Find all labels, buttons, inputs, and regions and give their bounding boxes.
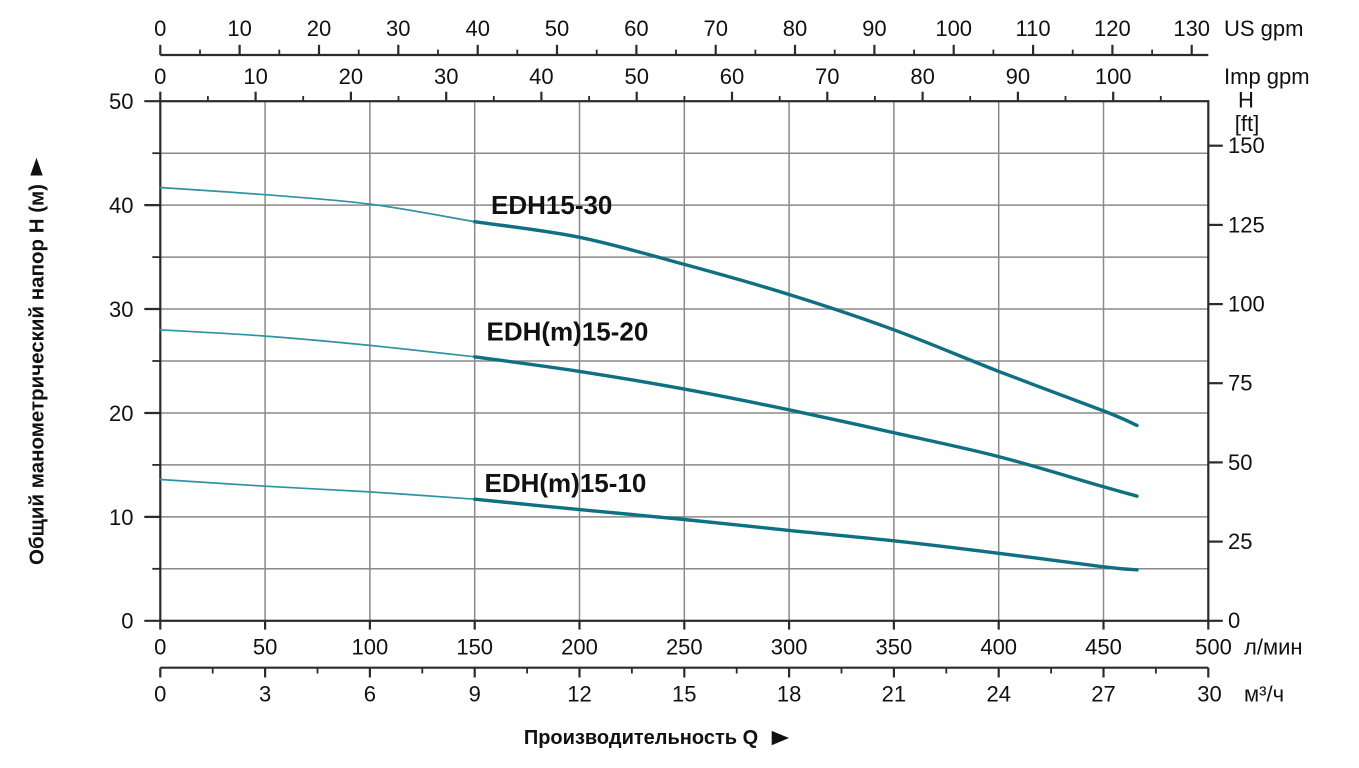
svg-text:20: 20 (339, 64, 363, 89)
svg-text:21: 21 (882, 682, 906, 707)
svg-text:20: 20 (109, 401, 133, 426)
svg-text:H: H (1238, 88, 1254, 113)
svg-text:30: 30 (386, 16, 410, 41)
svg-text:120: 120 (1094, 16, 1131, 41)
svg-text:0: 0 (154, 682, 166, 707)
svg-text:30: 30 (434, 64, 458, 89)
svg-text:0: 0 (154, 16, 166, 41)
svg-text:27: 27 (1091, 682, 1115, 707)
svg-text:60: 60 (624, 16, 648, 41)
svg-text:6: 6 (364, 682, 376, 707)
svg-text:20: 20 (307, 16, 331, 41)
svg-text:40: 40 (109, 193, 133, 218)
svg-text:125: 125 (1228, 212, 1265, 237)
svg-text:350: 350 (876, 634, 913, 659)
svg-text:130: 130 (1173, 16, 1210, 41)
svg-text:25: 25 (1228, 529, 1252, 554)
svg-text:70: 70 (703, 16, 727, 41)
svg-text:EDH(m)15-10: EDH(m)15-10 (485, 468, 647, 498)
svg-text:10: 10 (243, 64, 267, 89)
svg-text:л/мин: л/мин (1244, 634, 1303, 659)
svg-text:150: 150 (456, 634, 493, 659)
svg-text:12: 12 (567, 682, 591, 707)
svg-text:EDH(m)15-20: EDH(m)15-20 (487, 317, 649, 347)
svg-text:24: 24 (986, 682, 1010, 707)
svg-text:90: 90 (1006, 64, 1030, 89)
svg-text:30: 30 (109, 297, 133, 322)
svg-text:0: 0 (121, 609, 133, 634)
svg-text:400: 400 (980, 634, 1017, 659)
svg-text:[ft]: [ft] (1235, 111, 1259, 136)
svg-text:100: 100 (1228, 292, 1265, 317)
svg-text:100: 100 (935, 16, 972, 41)
svg-text:15: 15 (672, 682, 696, 707)
svg-text:450: 450 (1085, 634, 1122, 659)
svg-text:40: 40 (529, 64, 553, 89)
svg-text:70: 70 (815, 64, 839, 89)
svg-text:100: 100 (352, 634, 389, 659)
svg-text:Общий манометрический напор H: Общий манометрический напор H (м) (26, 184, 49, 565)
svg-text:40: 40 (465, 16, 489, 41)
svg-text:50: 50 (109, 89, 133, 114)
svg-text:30: 30 (1197, 682, 1221, 707)
svg-text:50: 50 (253, 634, 277, 659)
svg-text:Imp gpm: Imp gpm (1224, 64, 1310, 89)
svg-text:50: 50 (624, 64, 648, 89)
svg-text:EDH15-30: EDH15-30 (491, 190, 612, 220)
svg-text:10: 10 (109, 505, 133, 530)
svg-text:50: 50 (545, 16, 569, 41)
svg-text:0: 0 (1228, 608, 1240, 633)
svg-text:18: 18 (777, 682, 801, 707)
svg-text:300: 300 (771, 634, 808, 659)
svg-text:0: 0 (154, 64, 166, 89)
svg-text:200: 200 (561, 634, 598, 659)
svg-text:м³/ч: м³/ч (1244, 682, 1284, 707)
svg-text:Производительность Q: Производительность Q (524, 727, 758, 749)
svg-text:80: 80 (910, 64, 934, 89)
svg-text:9: 9 (469, 682, 481, 707)
svg-text:500: 500 (1195, 634, 1232, 659)
svg-text:90: 90 (862, 16, 886, 41)
svg-text:0: 0 (154, 634, 166, 659)
svg-text:US gpm: US gpm (1224, 16, 1303, 41)
svg-text:50: 50 (1228, 450, 1252, 475)
svg-text:150: 150 (1228, 133, 1265, 158)
svg-text:100: 100 (1095, 64, 1132, 89)
svg-text:80: 80 (783, 16, 807, 41)
svg-text:75: 75 (1228, 371, 1252, 396)
svg-text:10: 10 (227, 16, 251, 41)
svg-text:110: 110 (1016, 16, 1051, 41)
svg-text:250: 250 (666, 634, 703, 659)
svg-text:60: 60 (720, 64, 744, 89)
svg-text:3: 3 (259, 682, 271, 707)
